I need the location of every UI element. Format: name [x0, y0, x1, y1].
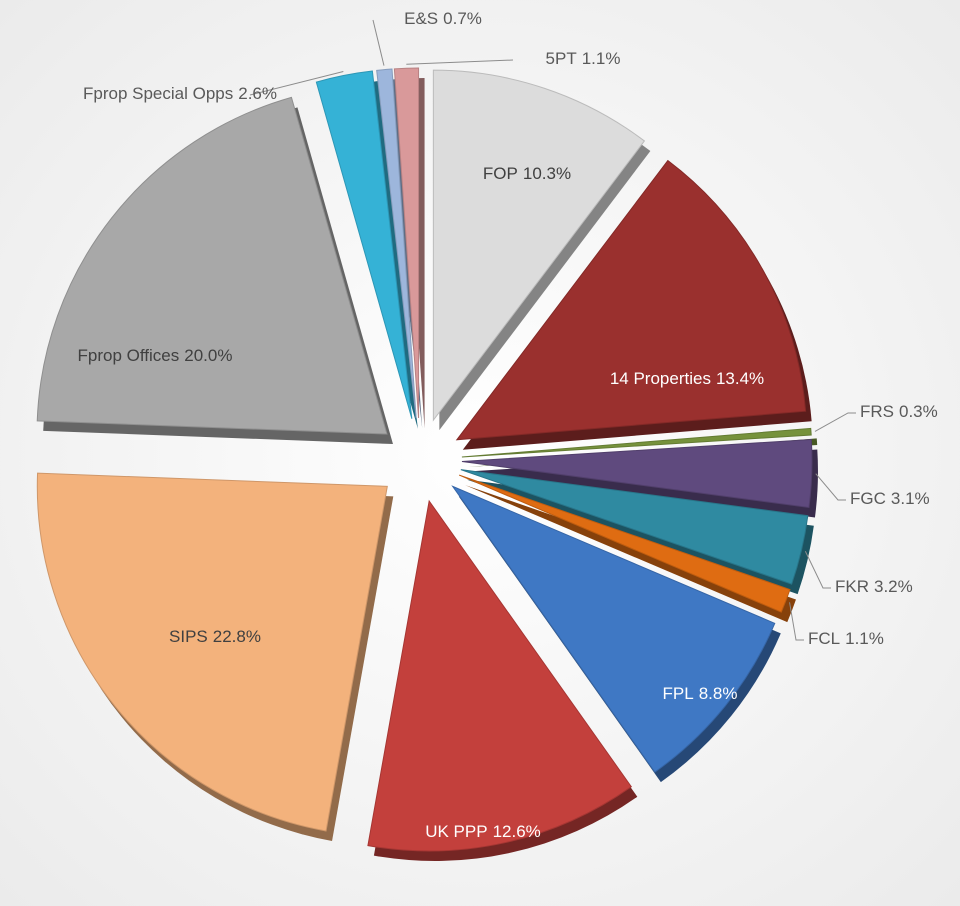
- data-label: FCL 1.1%: [808, 629, 884, 648]
- data-label: UK PPP 12.6%: [425, 822, 541, 841]
- slice: [455, 159, 807, 441]
- leader-line: [815, 473, 846, 501]
- category-label: FOP: [483, 164, 518, 183]
- category-label: FKR: [835, 577, 869, 596]
- value-label: 22.8%: [213, 627, 261, 646]
- slice: [461, 427, 812, 458]
- category-label: FCL: [808, 629, 840, 648]
- value-label: 8.8%: [699, 684, 738, 703]
- category-label: 5PT: [546, 49, 577, 68]
- data-label: 14 Properties 13.4%: [610, 369, 764, 388]
- value-label: 3.1%: [891, 489, 930, 508]
- slice: [367, 499, 633, 852]
- category-label: FRS: [860, 402, 894, 421]
- value-label: 1.1%: [582, 49, 621, 68]
- category-label: SIPS: [169, 627, 208, 646]
- category-label: 14 Properties: [610, 369, 711, 388]
- slice: [36, 96, 388, 435]
- leader-line: [804, 551, 831, 589]
- slice: [432, 69, 646, 422]
- leader-line: [789, 602, 804, 641]
- data-label: FRS 0.3%: [860, 402, 938, 421]
- category-label: UK PPP: [425, 822, 487, 841]
- slice: [461, 438, 813, 509]
- slice: [451, 485, 776, 773]
- category-label: FPL: [663, 684, 694, 703]
- leader-line: [372, 19, 385, 66]
- slice: [315, 70, 413, 419]
- value-label: 20.0%: [184, 346, 232, 365]
- value-label: 3.2%: [874, 577, 913, 596]
- leader-line: [406, 59, 514, 65]
- data-label: FPL 8.8%: [663, 684, 738, 703]
- slice: [36, 472, 388, 832]
- category-label: Fprop Offices: [78, 346, 180, 365]
- data-label: FGC 3.1%: [850, 489, 930, 508]
- value-label: 10.3%: [523, 164, 571, 183]
- leader-line: [249, 71, 344, 96]
- data-label: Fprop Special Opps 2.6%: [83, 84, 277, 103]
- value-label: 13.4%: [716, 369, 764, 388]
- category-label: FGC: [850, 489, 886, 508]
- category-label: Fprop Special Opps: [83, 84, 233, 103]
- slice-side: [465, 485, 796, 623]
- data-label: FKR 3.2%: [835, 577, 913, 596]
- slice: [460, 469, 809, 585]
- data-label: Fprop Offices 20.0%: [78, 346, 233, 365]
- value-label: 1.1%: [845, 629, 884, 648]
- value-label: 0.3%: [899, 402, 938, 421]
- slice: [393, 67, 420, 419]
- slice: [376, 68, 417, 419]
- data-label: E&S 0.7%: [404, 9, 482, 28]
- value-label: 12.6%: [493, 822, 541, 841]
- value-label: 2.6%: [238, 84, 277, 103]
- value-label: 0.7%: [443, 9, 482, 28]
- data-label: 5PT 1.1%: [546, 49, 621, 68]
- slice: [458, 474, 791, 613]
- leader-line: [814, 412, 856, 432]
- data-label: SIPS 22.8%: [169, 627, 261, 646]
- category-label: E&S: [404, 9, 438, 28]
- data-label: FOP 10.3%: [483, 164, 571, 183]
